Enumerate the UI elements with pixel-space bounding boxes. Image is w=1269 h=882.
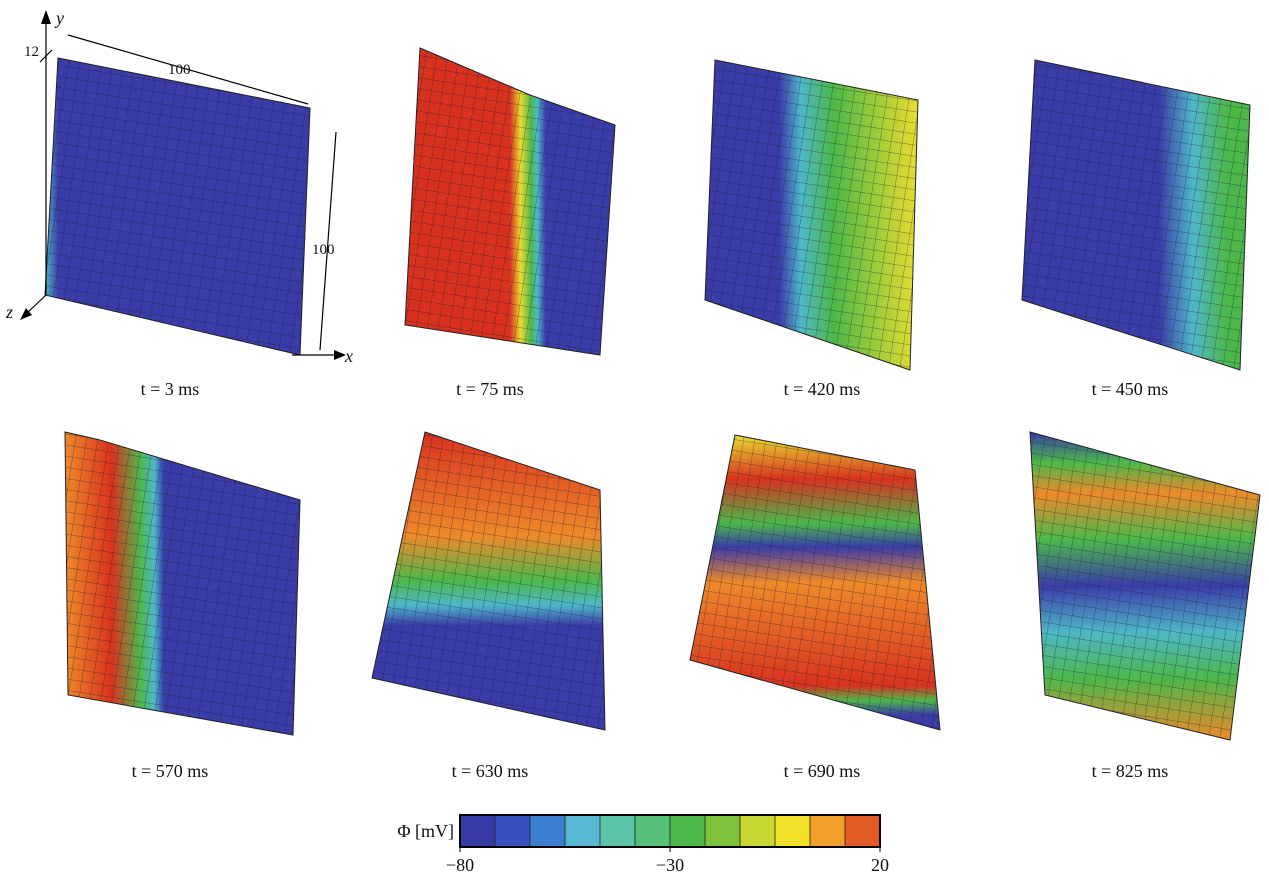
dim-line (320, 132, 336, 350)
colorbar-segment (495, 815, 531, 847)
mesh (705, 60, 918, 370)
colorbar-segment (460, 815, 496, 847)
axis-label: z (5, 302, 13, 322)
dimension-label: 100 (312, 242, 335, 258)
dimension-label: 12 (24, 44, 39, 60)
colorbar-segment (600, 815, 636, 847)
mesh (405, 48, 615, 355)
colorbar-segment (670, 815, 706, 847)
colorbar-tick-label: −80 (446, 855, 474, 875)
colorbar-segment (705, 815, 741, 847)
panel-caption: t = 630 ms (452, 761, 529, 781)
axis-label: y (54, 8, 64, 28)
axis-label: x (344, 346, 353, 366)
mesh (45, 58, 310, 355)
colorbar: −80 −30 20 Φ [mV] (397, 815, 889, 875)
figure: y z x 12 100 100 t = 3 ms t = 75 ms t = 42… (0, 0, 1269, 877)
dimension-label: 100 (168, 62, 191, 78)
colorbar-label: Φ [mV] (397, 821, 454, 841)
panel-caption: t = 75 ms (456, 379, 524, 399)
panels (45, 48, 1260, 740)
colorbar-tick-label: 20 (871, 855, 889, 875)
colorbar-segment (530, 815, 566, 847)
panel-caption: t = 690 ms (784, 761, 861, 781)
panel-caption: t = 3 ms (141, 379, 200, 399)
colorbar-segment (740, 815, 776, 847)
panel-caption: t = 420 ms (784, 379, 861, 399)
panel-caption: t = 570 ms (132, 761, 209, 781)
mesh (1030, 432, 1260, 740)
panel-caption: t = 825 ms (1092, 761, 1169, 781)
mesh (65, 432, 300, 735)
arrow (41, 10, 51, 24)
mesh (1022, 60, 1250, 370)
page: {"figure": { "panels": [ {"caption": "t … (0, 0, 1269, 882)
colorbar-segment (565, 815, 601, 847)
colorbar-tick-label: −30 (656, 855, 684, 875)
colorbar-segment (775, 815, 811, 847)
colorbar-segment (845, 815, 881, 847)
colorbar-segment (635, 815, 671, 847)
body: y z x 12 100 100 t = 3 ms t = 75 ms t = 42… (0, 0, 1269, 882)
panel-caption: t = 450 ms (1092, 379, 1169, 399)
colorbar-segment (810, 815, 846, 847)
mesh (372, 432, 605, 730)
mesh (690, 435, 940, 730)
